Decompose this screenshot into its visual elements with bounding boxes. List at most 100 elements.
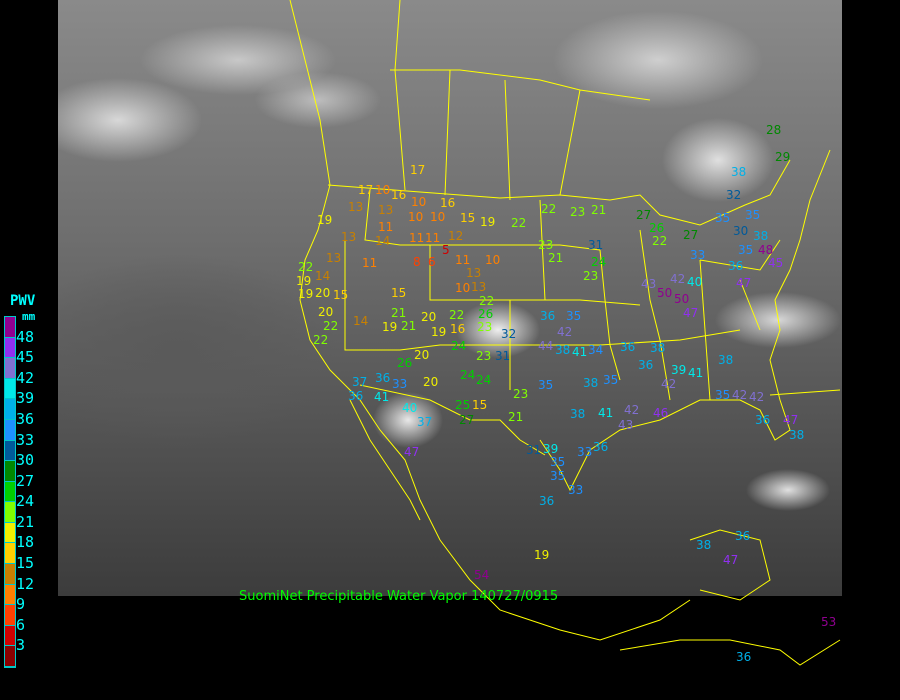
station-pwv-value: 47 [783, 413, 799, 427]
station-pwv-value: 54 [474, 568, 490, 582]
color-scale-segment [5, 337, 15, 359]
station-pwv-value: 16 [391, 188, 407, 202]
station-pwv-value: 19 [382, 320, 398, 334]
station-pwv-value: 41 [374, 390, 390, 404]
station-pwv-value: 16 [440, 196, 456, 210]
station-pwv-value: 22 [479, 294, 495, 308]
station-pwv-value: 47 [683, 306, 699, 320]
color-scale-segment [5, 543, 15, 565]
station-pwv-value: 36 [735, 529, 751, 543]
color-scale-segment [5, 399, 15, 420]
us-canada-border [327, 159, 791, 226]
station-pwv-value: 38 [650, 341, 666, 355]
color-scale-tick-label: 27 [16, 471, 35, 490]
state-border [539, 199, 546, 301]
canada-province-border [394, 0, 406, 191]
station-pwv-value: 24 [476, 373, 492, 387]
station-pwv-value: 36 [736, 650, 752, 664]
station-pwv-value: 35 [538, 378, 554, 392]
station-pwv-value: 20 [414, 348, 430, 362]
station-pwv-value: 41 [598, 406, 614, 420]
state-border [430, 244, 601, 251]
station-pwv-value: 35 [603, 373, 619, 387]
station-pwv-value: 17 [410, 163, 426, 177]
station-pwv-value: 23 [513, 387, 529, 401]
color-scale-bar [4, 316, 16, 668]
station-pwv-value: 24 [460, 368, 476, 382]
station-pwv-value: 20 [315, 286, 331, 300]
station-pwv-value: 10 [485, 253, 501, 267]
station-pwv-value: 42 [732, 388, 748, 402]
west-coast [289, 0, 691, 641]
station-pwv-value: 32 [726, 188, 742, 202]
state-border [599, 249, 621, 381]
color-scale-tick-label: 30 [16, 451, 35, 470]
station-pwv-value: 11 [362, 256, 378, 270]
color-scale-segment [5, 440, 15, 462]
color-scale-segment [5, 378, 15, 400]
color-scale-segment [5, 646, 15, 667]
station-pwv-value: 38 [696, 538, 712, 552]
color-scale-segment [5, 358, 15, 379]
baja-coast [349, 399, 421, 521]
color-scale-segment [5, 461, 15, 482]
station-pwv-value: 19 [480, 215, 496, 229]
station-pwv-value: 22 [313, 333, 329, 347]
station-pwv-value: 46 [653, 406, 669, 420]
station-pwv-value: 50 [657, 286, 673, 300]
color-scale-tick-label: 39 [16, 389, 35, 408]
station-pwv-value: 14 [315, 269, 331, 283]
color-scale-tick-label: 3 [16, 636, 26, 655]
image-caption: SuomiNet Precipitable Water Vapor 140727… [239, 589, 559, 604]
color-scale-tick-label: 48 [16, 327, 35, 346]
station-pwv-value: 36 [755, 413, 771, 427]
station-pwv-value: 11 [455, 253, 471, 267]
station-pwv-value: 15 [472, 398, 488, 412]
station-pwv-value: 36 [638, 358, 654, 372]
station-pwv-value: 17 [358, 183, 374, 197]
station-pwv-value: 22 [511, 216, 527, 230]
color-scale-tick-label: 21 [16, 512, 35, 531]
color-scale-tick-label: 18 [16, 533, 35, 552]
station-pwv-value: 35 [745, 208, 761, 222]
central-america [619, 639, 841, 666]
station-pwv-value: 24 [591, 255, 607, 269]
station-pwv-value: 43 [618, 418, 634, 432]
station-pwv-value: 35 [550, 455, 566, 469]
color-scale-tick-label: 9 [16, 595, 26, 614]
station-pwv-value: 41 [688, 366, 704, 380]
color-scale-segment [5, 481, 15, 503]
color-scale-tick-label: 45 [16, 348, 35, 367]
station-pwv-value: 44 [538, 339, 554, 353]
color-scale-segment [5, 564, 15, 585]
station-pwv-value: 11 [378, 220, 394, 234]
station-pwv-value: 36 [375, 371, 391, 385]
station-pwv-value: 36 [348, 389, 364, 403]
station-pwv-value: 40 [687, 275, 703, 289]
station-pwv-value: 10 [455, 281, 471, 295]
station-pwv-value: 42 [624, 403, 640, 417]
canada-province-border [559, 89, 581, 196]
station-pwv-value: 50 [674, 292, 690, 306]
station-pwv-value: 26 [478, 307, 494, 321]
color-scale-segment [5, 584, 15, 606]
station-pwv-value: 33 [392, 377, 408, 391]
station-pwv-value: 15 [333, 288, 349, 302]
station-pwv-value: 42 [661, 377, 677, 391]
station-pwv-value: 22 [541, 202, 557, 216]
station-pwv-value: 19 [534, 548, 550, 562]
station-pwv-value: 20 [318, 305, 334, 319]
station-pwv-value: 33 [690, 248, 706, 262]
state-border [769, 389, 841, 396]
station-pwv-value: 8 [413, 255, 421, 269]
station-pwv-value: 39 [543, 442, 559, 456]
station-pwv-value: 42 [670, 272, 686, 286]
station-pwv-value: 31 [495, 349, 511, 363]
yucatan-coast [689, 529, 771, 601]
station-pwv-value: 21 [508, 410, 524, 424]
station-pwv-value: 13 [348, 200, 364, 214]
station-pwv-value: 34 [588, 343, 604, 357]
station-pwv-value: 35 [550, 469, 566, 483]
station-pwv-value: 40 [402, 401, 418, 415]
station-pwv-value: 33 [577, 445, 593, 459]
